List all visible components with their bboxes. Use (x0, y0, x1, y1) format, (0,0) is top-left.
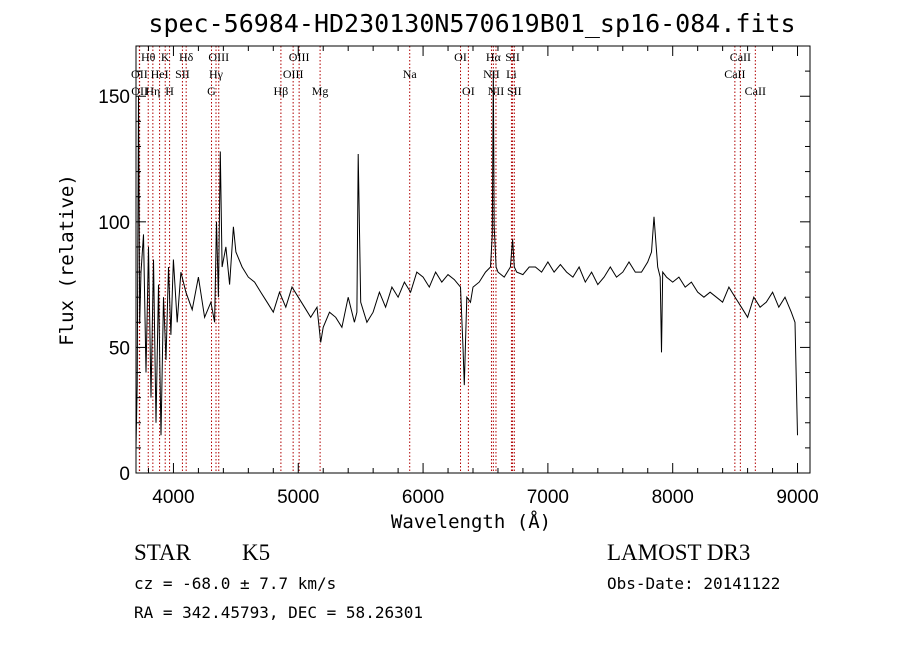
spectral-line-label: Hγ (209, 67, 224, 81)
spectral-line-label: OI (462, 84, 475, 98)
spectral-line-label: Li (506, 67, 517, 81)
x-axis-label: Wavelength (Å) (391, 510, 551, 533)
chart-title: spec-56984-HD230130N570619B01_sp16-084.f… (148, 9, 795, 38)
spectral-line-label: NII (483, 67, 500, 81)
spectral-line-label: K (161, 50, 170, 64)
y-tick-label: 100 (98, 213, 130, 234)
x-tick-label: 8000 (652, 487, 694, 508)
spectral-line-markers (138, 46, 756, 473)
spectral-line-label: Hη (145, 84, 160, 98)
y-tick-label: 0 (119, 464, 130, 485)
spectral-line-label: H (165, 84, 174, 98)
spectral-line-label: Na (403, 67, 418, 81)
spectral-line-label: Hδ (179, 50, 194, 64)
y-tick-label: 150 (98, 87, 130, 108)
spectral-line-label: HeI (151, 67, 169, 81)
spectral-line-label: SII (175, 67, 190, 81)
spectral-line-label: NII (488, 84, 505, 98)
spectral-line-label: Hα (486, 50, 502, 64)
x-axis-ticks: 4000 5000 6000 7000 8000 9000 (147, 46, 819, 508)
spectral-line-label: OIII (289, 50, 310, 64)
spectral-line-label: CaII (730, 50, 751, 64)
spectral-line-label: SII (505, 50, 520, 64)
spectral-line-label: CaII (745, 84, 766, 98)
object-class: STAR (134, 540, 191, 565)
observation-date: Obs-Date: 20141122 (607, 574, 781, 593)
survey-name: LAMOST DR3 (607, 540, 751, 565)
spectral-line-label: Hβ (274, 84, 289, 98)
spectral-line-label: OII (131, 84, 148, 98)
spectral-line-label: G (207, 84, 216, 98)
plot-frame (135, 45, 811, 474)
coordinates-readout: RA = 342.45793, DEC = 58.26301 (134, 603, 423, 622)
spectral-line-label: Hθ (141, 50, 156, 64)
y-tick-label: 50 (109, 338, 130, 359)
spectral-line-label: OI (454, 50, 467, 64)
spectral-line-label: OIII (283, 67, 304, 81)
x-tick-label: 6000 (402, 487, 444, 508)
spectral-line-label: CaII (724, 67, 745, 81)
y-axis-ticks: 0 50 100 150 (98, 70, 810, 485)
spectral-subclass: K5 (242, 540, 271, 565)
redshift-readout: cz = -68.0 ± 7.7 km/s (134, 574, 337, 593)
spectral-line-label: OII (131, 67, 148, 81)
x-tick-label: 9000 (776, 487, 818, 508)
x-tick-label: 5000 (277, 487, 319, 508)
x-tick-label: 4000 (152, 487, 194, 508)
x-tick-label: 7000 (527, 487, 569, 508)
y-axis-label: Flux (relative) (56, 174, 78, 346)
spectrum-line (135, 71, 798, 448)
spectral-line-label: SII (507, 84, 522, 98)
spectral-line-label: Mg (312, 84, 329, 98)
spectral-line-label: OIII (208, 50, 229, 64)
